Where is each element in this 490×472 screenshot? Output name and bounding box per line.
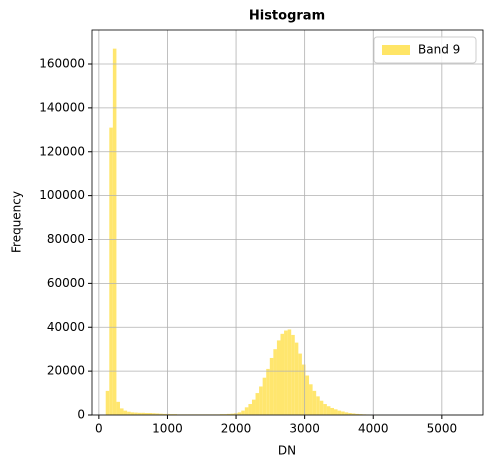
y-tick-label: 0 (77, 408, 85, 422)
histogram-bar (309, 384, 313, 415)
x-tick-label: 2000 (221, 422, 252, 436)
y-tick-label: 40000 (47, 320, 85, 334)
histogram-bar (338, 411, 342, 415)
histogram-bar (330, 408, 334, 415)
histogram-bar (277, 340, 281, 415)
histogram-bar (320, 401, 324, 415)
chart-title: Histogram (249, 9, 325, 24)
histogram-bar (291, 335, 295, 415)
histogram-bar (281, 334, 285, 415)
x-tick-label: 5000 (427, 422, 458, 436)
histogram-bar (284, 331, 288, 415)
x-tick-label: 1000 (152, 422, 183, 436)
histogram-bar (295, 343, 299, 415)
histogram-bar (298, 354, 302, 415)
histogram-bar (127, 412, 131, 415)
histogram-bar (109, 128, 113, 415)
histogram-bar (305, 376, 309, 415)
histogram-bar (263, 378, 267, 415)
histogram-bar (106, 391, 110, 415)
y-tick-label: 100000 (39, 188, 85, 202)
histogram-bar (341, 411, 345, 415)
histogram-bar (252, 400, 256, 415)
x-axis-label: DN (278, 444, 296, 458)
histogram-bar (116, 402, 120, 415)
y-tick-label: 120000 (39, 144, 85, 158)
histogram-bar (120, 408, 124, 415)
y-tick-label: 160000 (39, 57, 85, 71)
x-tick-label: 3000 (289, 422, 320, 436)
y-axis-label: Frequency (10, 191, 24, 253)
histogram-bar (288, 329, 292, 415)
histogram-bar (241, 411, 245, 415)
y-tick-label: 140000 (39, 100, 85, 114)
histogram-bar (248, 404, 252, 415)
legend-label: Band 9 (418, 43, 460, 57)
y-tick-label: 60000 (47, 276, 85, 290)
y-tick-label: 80000 (47, 232, 85, 246)
histogram-bar (273, 349, 277, 415)
legend-swatch (382, 45, 410, 55)
histogram-bar (259, 386, 263, 415)
histogram-bar (334, 409, 338, 415)
histogram-bar (323, 404, 327, 415)
histogram-bar (313, 391, 317, 415)
histogram-bar (270, 358, 274, 415)
histogram-bar (245, 407, 249, 415)
y-tick-label: 20000 (47, 364, 85, 378)
histogram-bar (124, 411, 128, 415)
histogram-bar (316, 396, 320, 415)
histogram-bar (256, 393, 260, 415)
x-tick-label: 0 (95, 422, 103, 436)
histogram-bar (327, 406, 331, 415)
histogram-bar (266, 369, 270, 415)
histogram-bar (113, 49, 117, 415)
x-tick-label: 4000 (358, 422, 389, 436)
